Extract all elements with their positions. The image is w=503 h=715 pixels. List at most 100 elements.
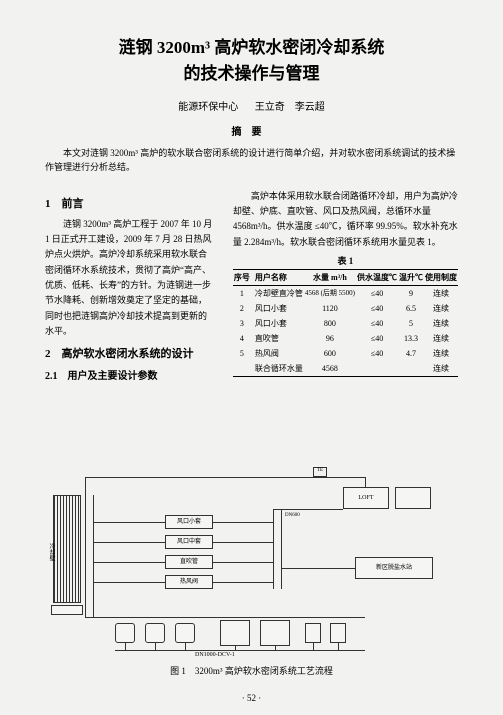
pipe [213, 562, 273, 563]
pipe [213, 542, 273, 543]
title-line-2: 的技术操作与管理 [45, 61, 458, 87]
pipe [313, 643, 314, 650]
left-column: 1 前言 涟钢 3200m³ 高炉工程于 2007 年 10 月 1 日正式开工… [45, 189, 215, 386]
pipe [93, 542, 165, 543]
pipe [281, 509, 282, 589]
section1-body: 涟钢 3200m³ 高炉工程于 2007 年 10 月 1 日正式开工建设，20… [45, 217, 215, 339]
two-column-body: 1 前言 涟钢 3200m³ 高炉工程于 2007 年 10 月 1 日正式开工… [45, 189, 458, 386]
cell: 5 [398, 316, 424, 331]
right-intro: 高炉本体采用软水联合闭路循环冷却，用户为高炉冷却壁、炉底、直吹管、风口及热风阀，… [233, 189, 458, 250]
heading-2: 2 高炉软水密闭水系统的设计 [45, 345, 215, 361]
cell: 连续 [424, 331, 458, 346]
pump-1-icon [115, 623, 135, 643]
page: 涟钢 3200m³ 高炉软水密闭冷却系统 的技术操作与管理 能源环保中心 王立奇… [0, 0, 503, 715]
tank-2-icon [260, 620, 290, 646]
dn600-label: DN600 [285, 513, 300, 518]
cell: 3 [233, 316, 251, 331]
authors: 王立奇 李云超 [255, 102, 325, 113]
box-refengfa: 热风阀 [165, 575, 213, 589]
cell: 9 [398, 285, 424, 301]
table-row: 2 风口小套 1120 ≤40 6.5 连续 [233, 301, 458, 316]
pipe [273, 509, 343, 510]
pipe [85, 477, 365, 478]
table-row: 5 热风阀 600 ≤40 4.7 连续 [233, 346, 458, 361]
heading-2-1: 2.1 用户及主要设计参数 [45, 367, 215, 382]
cell: 连续 [424, 361, 458, 377]
pipe [213, 582, 273, 583]
tank-1-icon [220, 620, 250, 646]
cell: 1 [233, 285, 251, 301]
cell: 600 [304, 346, 356, 361]
furnace-label: 冷却壁 [47, 543, 56, 561]
cell: 连续 [424, 285, 458, 301]
loft-box: LOFT [343, 487, 389, 509]
valve-1-icon [305, 623, 321, 643]
title-line-1: 涟钢 3200m³ 高炉软水密闭冷却系统 [45, 35, 458, 61]
cell [233, 361, 251, 377]
th-1: 用户名称 [251, 269, 304, 285]
cell: ≤40 [356, 331, 398, 346]
th-2: 水量 m³/h [304, 269, 356, 285]
furnace-base [51, 605, 83, 615]
cell: 风口小套 [251, 301, 304, 316]
cell: 800 [304, 316, 356, 331]
pipe [93, 582, 165, 583]
furnace-icon [53, 495, 81, 603]
figure-1-caption: 图 1 3200m³ 高炉软水密闭系统工艺流程 [45, 664, 458, 677]
right-column: 高炉本体采用软水联合闭路循环冷却，用户为高炉冷却壁、炉底、直吹管、风口及热风阀，… [233, 189, 458, 386]
cell: 6.5 [398, 301, 424, 316]
cell: 连续 [424, 346, 458, 361]
pipe [85, 617, 365, 618]
cell: ≤40 [356, 301, 398, 316]
cell: ≤40 [356, 346, 398, 361]
cell: 风口小套 [251, 316, 304, 331]
cell: 4 [233, 331, 251, 346]
pipe [125, 643, 126, 650]
cell: 连续 [424, 316, 458, 331]
pipe [85, 495, 86, 617]
department: 能源环保中心 [178, 102, 238, 113]
cell: 1120 [304, 301, 356, 316]
abstract-body: 本文对涟钢 3200m³ 高炉的软水联合密闭系统的设计进行简单介绍，并对软水密闭… [45, 146, 458, 175]
abstract-label: 摘要 [45, 123, 458, 138]
pipe [115, 650, 365, 651]
th-0: 序号 [233, 269, 251, 285]
pipe [93, 562, 165, 563]
valve-2-icon [330, 623, 346, 643]
pipe [281, 568, 355, 569]
box-zhichui: 直吹管 [165, 555, 213, 569]
pump-2-icon [145, 623, 165, 643]
pipe [155, 643, 156, 650]
desalination-box: 新区脱盐水站 [355, 557, 433, 579]
cell: 96 [304, 331, 356, 346]
pipe [275, 646, 276, 650]
cell: 4568 (后期 5500) [304, 285, 356, 301]
box-fengkou-xiao: 风口小套 [165, 515, 213, 529]
pipe [85, 477, 86, 495]
pipe [93, 495, 94, 617]
cell: 直吹管 [251, 331, 304, 346]
cell: 4568 [304, 361, 356, 377]
cell: 4.7 [398, 346, 424, 361]
th-5: 使用制度 [424, 269, 458, 285]
byline: 能源环保中心 王立奇 李云超 [45, 98, 458, 113]
loft-label: LOFT [359, 495, 374, 502]
table-row: 联合循环水量 4568 连续 [233, 361, 458, 377]
cell: ≤40 [356, 316, 398, 331]
pipe [213, 522, 273, 523]
heading-1: 1 前言 [45, 195, 215, 211]
table-row: 4 直吹管 96 ≤40 13.3 连续 [233, 331, 458, 346]
page-number: · 52 · [0, 693, 503, 703]
cell [398, 361, 424, 377]
th-4: 温升℃ [398, 269, 424, 285]
pipe [235, 646, 236, 650]
table-header-row: 序号 用户名称 水量 m³/h 供水温度℃ 温升℃ 使用制度 [233, 269, 458, 285]
pipe [338, 643, 339, 650]
table-row: 3 风口小套 800 ≤40 5 连续 [233, 316, 458, 331]
cell [356, 361, 398, 377]
table-1: 序号 用户名称 水量 m³/h 供水温度℃ 温升℃ 使用制度 1 冷却壁直冷管 … [233, 269, 458, 377]
header-box [395, 487, 431, 509]
pipe [185, 643, 186, 650]
te-sensor: TE [313, 467, 327, 477]
box-fengkou-zhong: 风口中套 [165, 535, 213, 549]
